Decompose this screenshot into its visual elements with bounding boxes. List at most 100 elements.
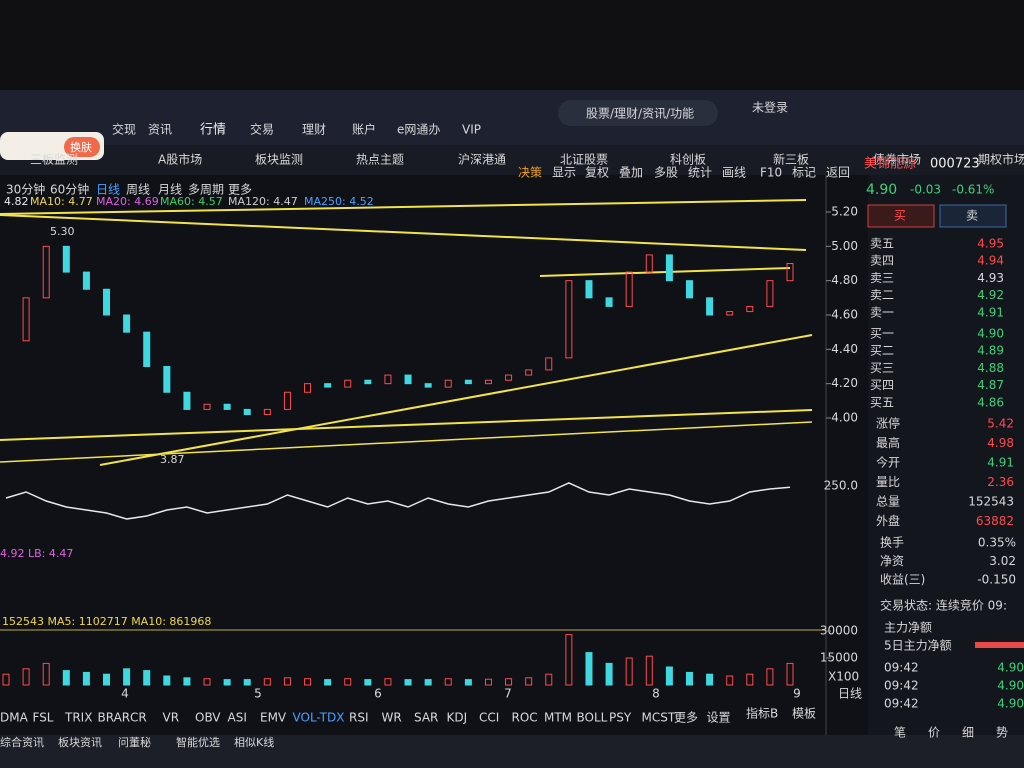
tool[interactable]: 显示: [552, 166, 576, 180]
period[interactable]: 60分钟: [50, 182, 89, 197]
volume-bar: [565, 634, 573, 686]
side-tab[interactable]: 势: [996, 726, 1008, 740]
volume-bar: [22, 668, 30, 686]
volume-bar: [143, 670, 151, 686]
volume-bar: [706, 673, 714, 686]
tool[interactable]: 复权: [585, 166, 609, 180]
menu-item[interactable]: 行情: [200, 123, 226, 138]
indicator-tab[interactable]: RSI: [349, 711, 369, 725]
candle: [364, 379, 372, 385]
tab[interactable]: 北证股票: [560, 153, 608, 167]
indicator-tab[interactable]: ASI: [228, 711, 247, 725]
indicator-tab[interactable]: VOL-TDX: [293, 711, 345, 725]
indicator-tab[interactable]: 更多: [674, 711, 698, 725]
buy-button[interactable]: [867, 204, 935, 228]
menu-item[interactable]: 账户: [352, 122, 376, 137]
menu-item[interactable]: 理财: [302, 123, 326, 137]
menu-item[interactable]: 资讯: [148, 123, 172, 137]
stat-label: 最高: [876, 435, 900, 450]
indicator-tab[interactable]: 指标B: [746, 706, 778, 721]
indicator-tab[interactable]: SAR: [414, 711, 438, 725]
indicator-tab[interactable]: CCI: [479, 711, 499, 725]
volume-bar: [183, 677, 191, 686]
indicator-tab[interactable]: EMV: [260, 711, 287, 725]
indicator-tab[interactable]: OBV: [195, 711, 221, 725]
volume-bar: [62, 670, 70, 686]
indicator-tab[interactable]: CR: [130, 711, 147, 725]
tab[interactable]: 沪深港通: [458, 153, 506, 167]
indicator-tab[interactable]: PSY: [609, 711, 632, 725]
sell-button[interactable]: [939, 204, 1007, 228]
tab[interactable]: 三板监测: [30, 153, 78, 167]
tab[interactable]: 科创板: [670, 153, 706, 167]
bottom-tab[interactable]: 相似K线: [234, 735, 274, 749]
indicator-tab[interactable]: MTM: [544, 711, 572, 725]
tool[interactable]: 返回: [826, 166, 850, 180]
bottom-tab[interactable]: 板块资讯: [58, 735, 102, 749]
search-box[interactable]: [558, 100, 718, 126]
candle: [625, 271, 633, 307]
tool[interactable]: 叠加: [619, 166, 643, 180]
period[interactable]: 月线: [158, 183, 182, 197]
side-tab[interactable]: 细: [962, 726, 974, 740]
candle: [223, 403, 231, 410]
volume-bar: [505, 678, 513, 686]
candle: [746, 305, 754, 313]
candle: [103, 288, 111, 316]
tab[interactable]: 新三板: [773, 152, 809, 167]
indicator-tab[interactable]: FSL: [33, 711, 54, 725]
tab[interactable]: 板块监测: [255, 153, 303, 167]
menu-item[interactable]: VIP: [462, 123, 481, 137]
tab[interactable]: A股市场: [158, 152, 202, 167]
indicator-tab[interactable]: TRIX: [64, 711, 92, 725]
tool[interactable]: 标记: [792, 166, 816, 180]
indicator-tab[interactable]: BOLL: [577, 711, 608, 725]
volume-bar: [243, 679, 251, 686]
side-tab[interactable]: 笔: [894, 725, 906, 740]
period[interactable]: 更多: [228, 183, 252, 197]
indicator-tab[interactable]: ROC: [512, 711, 538, 725]
tab[interactable]: 期权市场: [978, 152, 1024, 167]
tick-price: 4.90: [997, 679, 1024, 693]
bottom-tab[interactable]: 智能优选: [176, 735, 220, 749]
tick-price: 4.90: [997, 661, 1024, 675]
order-price: 4.93: [977, 271, 1004, 285]
menu-bar: [0, 90, 1024, 145]
indicator-tab[interactable]: KDJ: [447, 711, 468, 725]
stat-value: -0.150: [977, 573, 1016, 587]
menu-item[interactable]: 交现: [112, 122, 136, 137]
tab[interactable]: 债券市场: [873, 152, 921, 167]
indicator-tab[interactable]: 设置: [707, 711, 731, 725]
side-tab[interactable]: 价: [928, 726, 940, 740]
stock-price: 4.90: [866, 182, 897, 198]
tool[interactable]: 决策: [518, 166, 542, 180]
volume-bar: [163, 675, 171, 686]
indicator-tab[interactable]: VR: [163, 711, 180, 725]
indicator-tab[interactable]: DMA: [0, 711, 29, 725]
stat-label: 收益(三): [880, 573, 925, 587]
candle: [304, 383, 312, 393]
tool[interactable]: F10: [760, 166, 782, 180]
skin-button[interactable]: [64, 137, 100, 157]
indicator-tab[interactable]: 模板: [792, 707, 816, 721]
candle: [62, 245, 70, 273]
tab[interactable]: 热点主题: [356, 153, 404, 167]
indicator-tab[interactable]: BRAR: [98, 711, 131, 725]
tool[interactable]: 统计: [688, 166, 712, 180]
bottom-tab[interactable]: 问董秘: [118, 735, 151, 749]
bottom-tab[interactable]: 综合资讯: [0, 735, 44, 749]
menu-item[interactable]: 交易: [250, 122, 274, 137]
stock-change: -0.03: [910, 183, 941, 197]
period[interactable]: 日线: [96, 183, 120, 197]
menu-item[interactable]: e网通办: [397, 122, 440, 137]
indicator-tab[interactable]: MCST: [642, 711, 676, 725]
period[interactable]: 周线: [126, 183, 150, 197]
period[interactable]: 多周期: [188, 183, 224, 197]
stock-code: 000723: [930, 157, 980, 172]
candle: [444, 379, 452, 388]
indicator-tab[interactable]: WR: [382, 711, 402, 725]
period[interactable]: 30分钟: [6, 182, 45, 197]
tool[interactable]: 多股: [654, 166, 678, 180]
tool[interactable]: 画线: [722, 166, 746, 180]
